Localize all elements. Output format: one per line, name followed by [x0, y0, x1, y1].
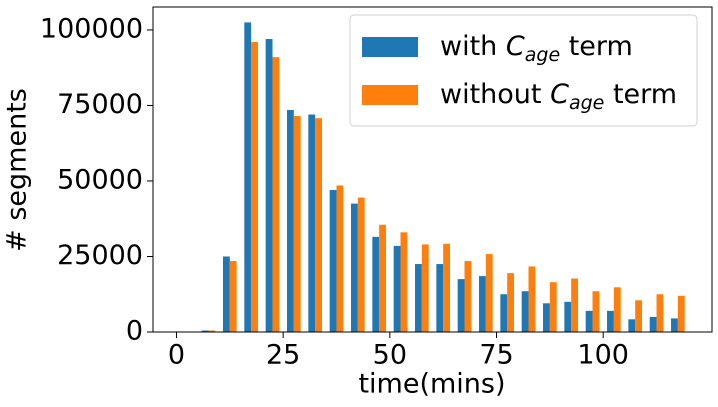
bar [564, 301, 572, 332]
bar [485, 254, 493, 332]
bar [350, 203, 358, 332]
bar [357, 197, 365, 332]
bar [507, 273, 515, 332]
bar [464, 261, 472, 332]
bar [293, 116, 301, 332]
bar [649, 316, 657, 332]
bar [585, 310, 593, 332]
y-axis-label: # segments [2, 88, 33, 252]
y-tick-label: 50000 [57, 164, 143, 195]
bar [265, 39, 273, 333]
bar [571, 278, 579, 332]
bar [244, 22, 252, 333]
y-tick-label: 25000 [57, 240, 143, 271]
bar [286, 109, 294, 332]
bar [329, 190, 337, 332]
bar [372, 236, 380, 332]
bar [201, 330, 209, 332]
bar [457, 279, 465, 332]
x-tick-label: 75 [479, 340, 513, 371]
bar [229, 261, 237, 332]
legend-label-part: term [560, 31, 633, 62]
legend-label-part: C [550, 79, 569, 110]
bar [315, 118, 322, 332]
y-tick-label: 100000 [40, 13, 143, 44]
bar [415, 264, 422, 332]
bar [628, 319, 636, 332]
bar [379, 224, 386, 332]
bar [421, 244, 429, 332]
bar [400, 232, 408, 332]
bar [500, 294, 508, 332]
bar [528, 266, 536, 332]
legend-swatch [362, 37, 418, 57]
legend-label-part: term [604, 79, 677, 110]
bar [222, 256, 230, 332]
legend-box [349, 14, 698, 127]
legend-swatch [362, 85, 418, 105]
x-tick-label: 0 [168, 340, 185, 371]
legend-label-part: without [440, 79, 550, 110]
y-tick-label: 0 [126, 316, 143, 347]
bar [521, 291, 529, 332]
x-axis-label: time(mins) [358, 369, 505, 400]
y-tick-label: 75000 [57, 89, 143, 120]
x-tick-label: 50 [373, 340, 407, 371]
legend-label-part: age [569, 92, 604, 114]
bar [613, 287, 621, 332]
bar [671, 318, 678, 332]
bar [543, 303, 550, 332]
legend-label-part: age [525, 44, 560, 66]
plot-frame [152, 6, 713, 333]
legend-label-part: with [440, 31, 506, 62]
bar [436, 264, 444, 332]
bar [592, 291, 600, 332]
bar [272, 57, 280, 332]
bar [479, 276, 486, 332]
bar [549, 282, 557, 332]
legend-label: with Cage term [440, 31, 633, 66]
bar [607, 310, 614, 332]
legend-label: without Cage term [440, 79, 677, 114]
legend-label-part: C [506, 31, 525, 62]
bar [251, 42, 258, 333]
bar [443, 243, 450, 332]
bar [336, 185, 344, 332]
bar [656, 294, 664, 332]
x-tick-label: 25 [266, 340, 300, 371]
bar [677, 295, 685, 332]
bar [393, 245, 401, 332]
bar [635, 300, 643, 332]
bar [208, 330, 216, 332]
x-tick-label: 100 [577, 340, 629, 371]
bar [308, 114, 316, 332]
